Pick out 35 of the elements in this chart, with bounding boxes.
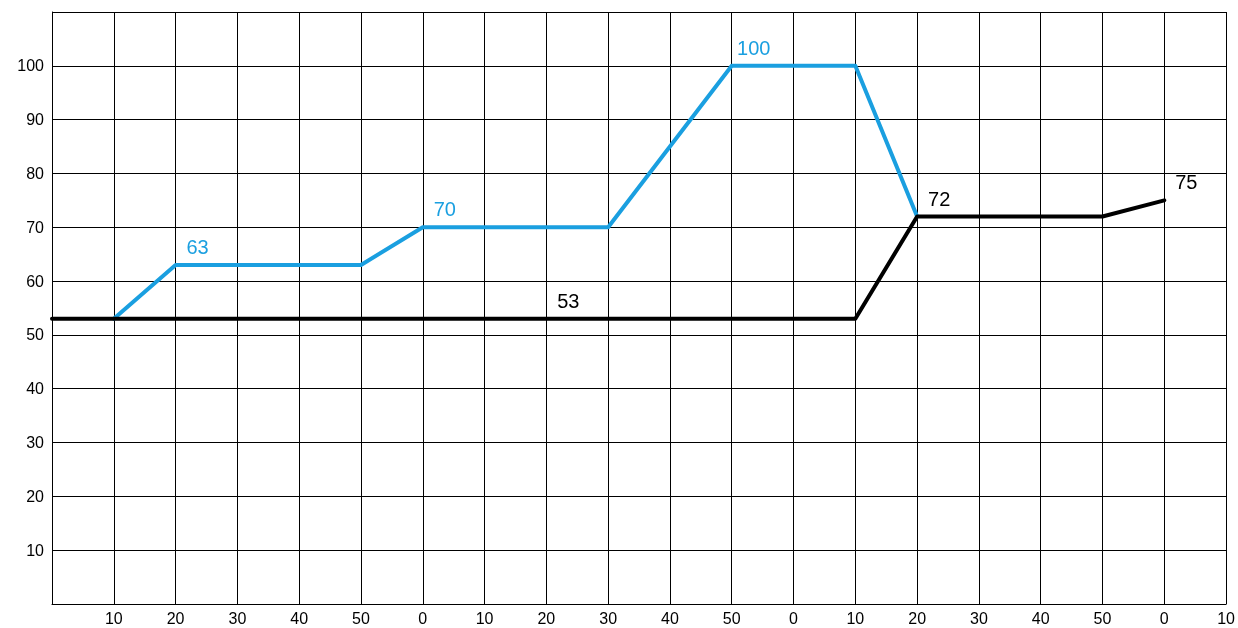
data-label: 70 — [433, 198, 456, 221]
x-tick-label: 40 — [290, 609, 309, 627]
x-tick-label: 50 — [352, 609, 370, 627]
x-tick-label: 10 — [475, 609, 494, 627]
x-tick-label: 50 — [722, 609, 741, 627]
data-label: 72 — [928, 187, 951, 210]
x-tick-label: 30 — [228, 609, 247, 627]
data-label: 100 — [737, 36, 771, 59]
x-tick-label: 10 — [846, 609, 865, 627]
x-tick-label: 30 — [599, 609, 618, 627]
x-tick-label: 40 — [661, 609, 679, 627]
y-tick-label: 60 — [26, 272, 45, 290]
y-tick-label: 20 — [26, 487, 45, 505]
x-tick-label: 50 — [1093, 609, 1112, 627]
x-tick-label: 10 — [1217, 609, 1236, 627]
y-tick-label: 90 — [26, 111, 45, 129]
x-tick-label: 30 — [970, 609, 988, 627]
x-tick-label: 20 — [908, 609, 927, 627]
y-tick-label: 50 — [26, 326, 45, 344]
x-tick-label: 20 — [166, 609, 185, 627]
x-tick-label: 20 — [537, 609, 556, 627]
x-tick-label: 40 — [1031, 609, 1050, 627]
y-tick-label: 80 — [26, 164, 45, 182]
y-tick-label: 10 — [26, 541, 45, 559]
x-tick-label: 0 — [789, 609, 799, 627]
data-label: 53 — [557, 289, 580, 312]
y-tick-label: 40 — [26, 380, 45, 398]
x-tick-label: 0 — [418, 609, 428, 627]
data-label: 75 — [1175, 171, 1198, 194]
x-tick-label: 0 — [1159, 609, 1169, 627]
data-label: 63 — [186, 235, 209, 258]
y-tick-label: 70 — [26, 218, 45, 236]
x-tick-label: 10 — [104, 609, 123, 627]
y-tick-label: 30 — [26, 434, 45, 452]
y-tick-label: 100 — [17, 57, 45, 75]
